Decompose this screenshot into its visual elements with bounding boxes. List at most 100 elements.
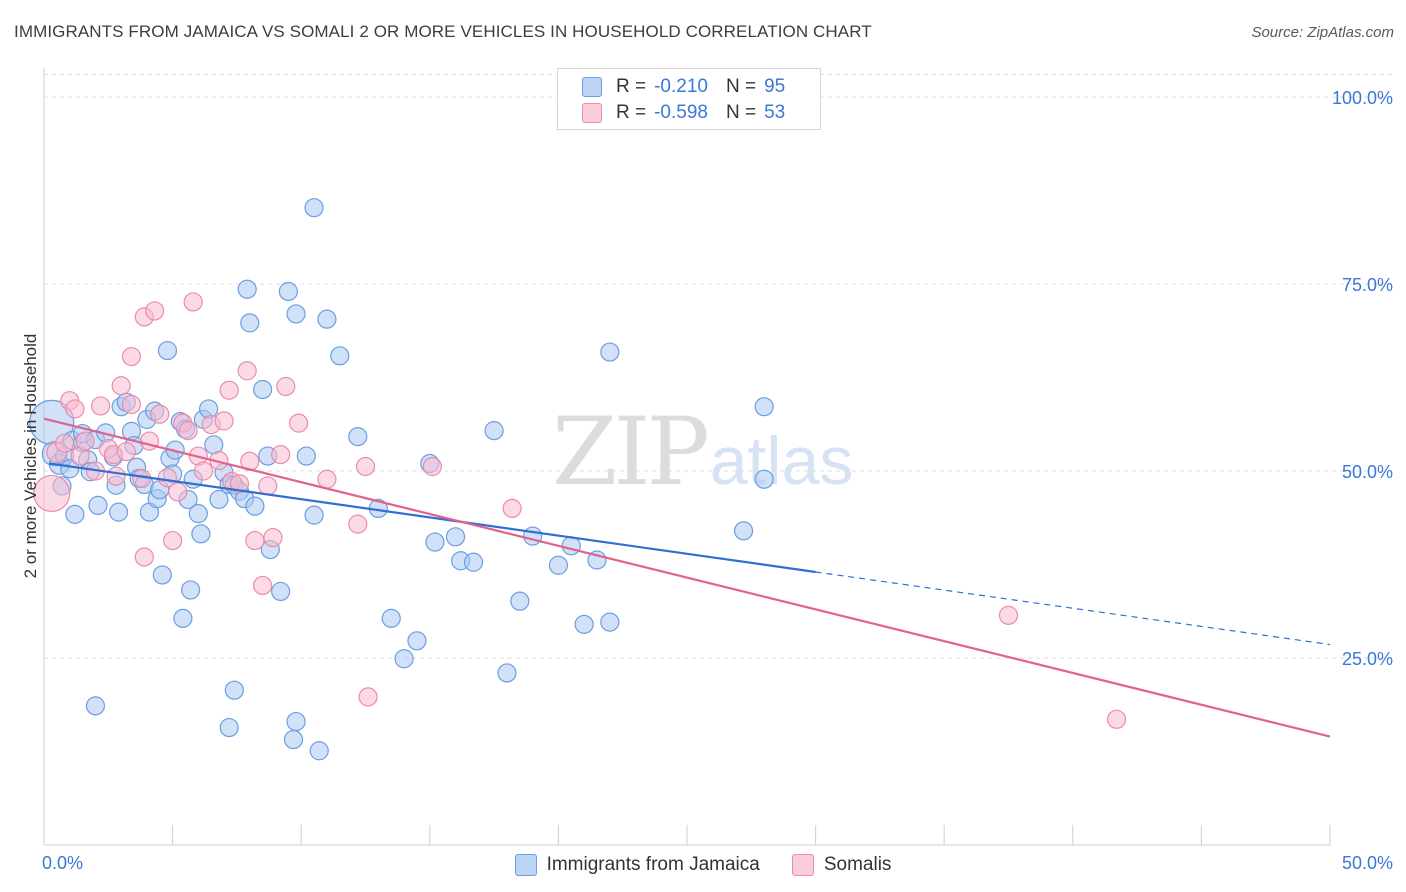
point-jamaica bbox=[286, 304, 306, 324]
point-jamaica bbox=[245, 496, 265, 516]
point-somalis bbox=[358, 687, 378, 707]
point-jamaica bbox=[88, 495, 108, 516]
point-somalis bbox=[134, 547, 154, 567]
point-somalis bbox=[111, 376, 131, 396]
point-jamaica bbox=[278, 281, 298, 302]
trendline-jamaica bbox=[48, 462, 816, 574]
legend-label-somalis: Somalis bbox=[823, 854, 892, 875]
legend-swatch-somalis bbox=[791, 854, 814, 876]
trendline-jamaica-extension bbox=[815, 571, 1331, 646]
point-jamaica bbox=[286, 711, 306, 732]
point-somalis bbox=[168, 482, 188, 502]
point-jamaica bbox=[85, 696, 106, 716]
point-jamaica bbox=[317, 309, 337, 329]
legend-item-somalis: Somalis bbox=[791, 854, 892, 876]
point-jamaica bbox=[283, 729, 304, 750]
point-jamaica bbox=[191, 524, 211, 544]
point-jamaica bbox=[523, 526, 543, 546]
point-jamaica bbox=[157, 340, 178, 361]
point-jamaica bbox=[237, 279, 257, 299]
point-jamaica bbox=[445, 527, 466, 547]
legend-r-label: R = bbox=[616, 102, 647, 123]
point-somalis bbox=[33, 474, 71, 513]
legend-n-label: N = bbox=[725, 102, 757, 123]
point-somalis bbox=[229, 474, 250, 494]
point-jamaica bbox=[394, 649, 414, 669]
point-jamaica bbox=[600, 342, 620, 362]
x-tick-label: 50.0% bbox=[1342, 853, 1393, 873]
chart-title: IMMIGRANTS FROM JAMAICA VS SOMALI 2 OR M… bbox=[14, 22, 872, 41]
point-jamaica bbox=[330, 346, 350, 366]
legend-row-jamaica: R = -0.210 N = 95 bbox=[582, 75, 785, 99]
point-somalis bbox=[150, 404, 170, 424]
point-jamaica bbox=[253, 379, 273, 400]
legend-stats: R = -0.210 N = 95 R = -0.598 N = 53 bbox=[557, 68, 821, 130]
point-jamaica bbox=[296, 446, 316, 466]
point-somalis bbox=[90, 396, 111, 416]
point-somalis bbox=[289, 413, 309, 433]
point-jamaica bbox=[173, 608, 193, 628]
point-jamaica bbox=[463, 552, 484, 572]
point-somalis bbox=[75, 431, 95, 451]
point-somalis bbox=[258, 476, 278, 496]
point-somalis bbox=[121, 394, 142, 415]
point-somalis bbox=[163, 530, 183, 551]
point-somalis bbox=[237, 361, 257, 381]
point-jamaica bbox=[548, 555, 569, 575]
point-somalis bbox=[193, 461, 214, 481]
legend-row-somalis: R = -0.598 N = 53 bbox=[582, 101, 785, 125]
point-jamaica bbox=[188, 504, 208, 524]
point-somalis bbox=[502, 498, 522, 518]
legend-n-value: 95 bbox=[764, 76, 786, 97]
point-jamaica bbox=[304, 198, 324, 218]
legend-swatch-jamaica bbox=[514, 854, 537, 876]
point-somalis bbox=[219, 380, 239, 400]
point-somalis bbox=[214, 411, 234, 431]
point-somalis bbox=[183, 292, 203, 312]
point-jamaica bbox=[561, 536, 581, 556]
point-jamaica bbox=[224, 680, 244, 700]
point-jamaica bbox=[271, 581, 291, 602]
point-somalis bbox=[121, 346, 142, 367]
point-somalis bbox=[422, 456, 442, 477]
source-label: Source: ZipAtlas.com bbox=[1251, 24, 1394, 41]
point-somalis bbox=[348, 514, 368, 534]
point-jamaica bbox=[152, 565, 172, 585]
point-jamaica bbox=[381, 608, 401, 628]
point-jamaica bbox=[209, 489, 229, 510]
legend-series: Immigrants from Jamaica Somalis bbox=[0, 852, 1406, 878]
y-tick-label: 50.0% bbox=[1342, 462, 1393, 482]
point-jamaica bbox=[304, 505, 324, 525]
point-jamaica bbox=[425, 532, 445, 552]
point-jamaica bbox=[510, 591, 530, 611]
point-somalis bbox=[65, 399, 85, 419]
point-jamaica bbox=[65, 504, 85, 524]
point-jamaica bbox=[108, 502, 129, 522]
y-tick-label: 75.0% bbox=[1342, 275, 1393, 295]
legend-item-jamaica: Immigrants from Jamaica bbox=[514, 854, 760, 876]
point-jamaica bbox=[754, 469, 774, 489]
point-jamaica bbox=[240, 313, 260, 333]
point-jamaica bbox=[754, 397, 774, 417]
legend-swatch-somalis bbox=[582, 103, 602, 123]
point-somalis bbox=[106, 466, 126, 486]
point-jamaica bbox=[348, 426, 368, 447]
legend-r-value: -0.210 bbox=[654, 76, 708, 97]
point-somalis bbox=[276, 376, 296, 397]
point-somalis bbox=[263, 527, 283, 548]
point-somalis bbox=[317, 469, 337, 489]
point-somalis bbox=[54, 433, 75, 453]
legend-n-label: N = bbox=[725, 76, 757, 97]
y-tick-label: 25.0% bbox=[1342, 649, 1393, 669]
point-somalis bbox=[245, 530, 265, 551]
legend-r-value: -0.598 bbox=[654, 102, 708, 123]
point-jamaica bbox=[199, 399, 219, 419]
y-tick-label: 100.0% bbox=[1332, 88, 1393, 108]
legend-label-jamaica: Immigrants from Jamaica bbox=[546, 854, 760, 875]
point-jamaica bbox=[733, 521, 754, 541]
point-jamaica bbox=[497, 663, 517, 683]
point-jamaica bbox=[574, 614, 594, 634]
point-jamaica bbox=[600, 612, 620, 632]
point-somalis bbox=[1106, 709, 1127, 729]
y-axis-label: 2 or more Vehicles in Household bbox=[21, 333, 40, 579]
